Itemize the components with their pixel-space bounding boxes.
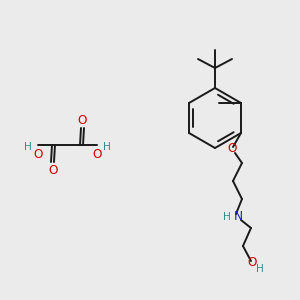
Text: O: O (92, 148, 102, 160)
Text: O: O (48, 164, 58, 176)
Text: H: H (223, 212, 231, 222)
Text: N: N (233, 211, 242, 224)
Text: O: O (247, 256, 257, 268)
Text: O: O (227, 142, 237, 154)
Text: O: O (77, 113, 87, 127)
Text: H: H (24, 142, 32, 152)
Text: H: H (256, 264, 264, 274)
Text: H: H (103, 142, 111, 152)
Text: O: O (33, 148, 43, 160)
